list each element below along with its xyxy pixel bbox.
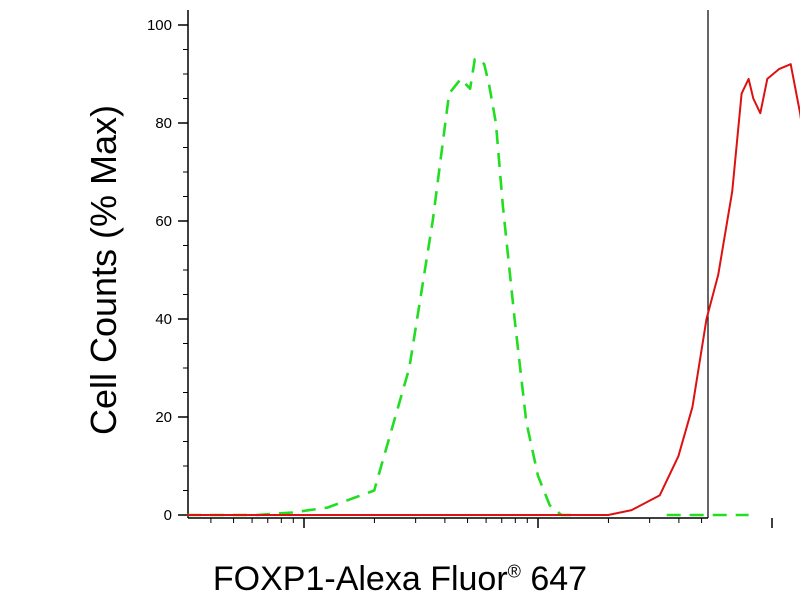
series-layer bbox=[187, 57, 800, 517]
x-axis-label: FOXP1-Alexa Fluor® 647 bbox=[0, 560, 800, 599]
x-axis-label-registered: ® bbox=[507, 561, 521, 582]
foxp1-histogram-line bbox=[187, 63, 800, 516]
x-axis-label-tail: 647 bbox=[520, 560, 588, 598]
control-histogram-line bbox=[187, 57, 581, 517]
y-tick-label: 0 bbox=[164, 507, 172, 524]
y-tick-label: 100 bbox=[147, 17, 172, 34]
y-tick-label: 80 bbox=[155, 115, 172, 132]
y-tick-label: 20 bbox=[155, 409, 172, 426]
y-tick-label: 40 bbox=[155, 311, 172, 328]
y-axis-label: Cell Counts (% Max) bbox=[83, 104, 124, 436]
axes: 0 20 40 60 80 100 bbox=[147, 10, 773, 528]
y-tick-label: 60 bbox=[155, 213, 172, 230]
x-axis-label-main: FOXP1-Alexa Fluor bbox=[212, 560, 508, 598]
